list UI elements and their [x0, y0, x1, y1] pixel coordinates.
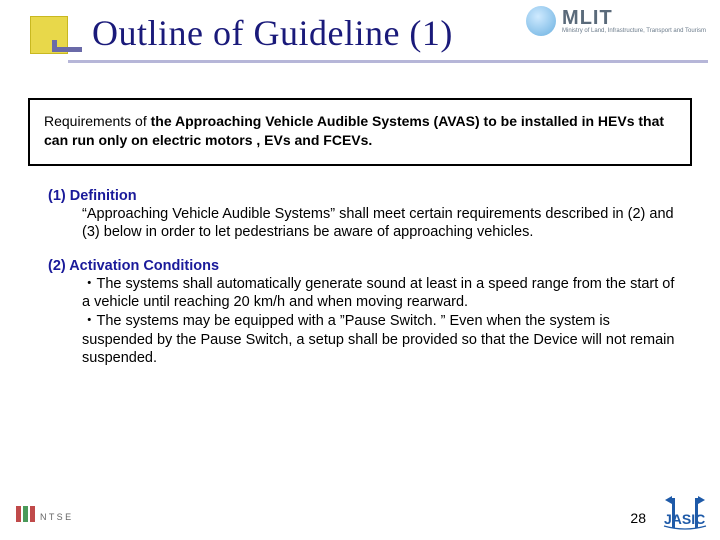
page-number: 28 [630, 510, 646, 526]
sections: (1) Definition “Approaching Vehicle Audi… [48, 188, 684, 368]
jasic-logo: JASIC [662, 494, 708, 532]
section-heading: (2) Activation Conditions [48, 258, 684, 274]
requirements-text: Requirements of the Approaching Vehicle … [44, 112, 676, 150]
section-activation-conditions: (2) Activation Conditions ・The systems s… [48, 258, 684, 368]
section-body: “Approaching Vehicle Audible Systems” sh… [48, 205, 684, 242]
requirements-box: Requirements of the Approaching Vehicle … [28, 98, 692, 166]
requirements-prefix: Requirements of [44, 113, 151, 129]
svg-text:JASIC: JASIC [664, 511, 705, 527]
page-title: Outline of Guideline (1) [30, 10, 720, 54]
section-body: ・The systems shall automatically generat… [48, 275, 684, 368]
section-heading: (1) Definition [48, 188, 684, 204]
title-underline [68, 60, 708, 63]
svg-text:N T S E L: N T S E L [40, 512, 74, 522]
section-definition: (1) Definition “Approaching Vehicle Audi… [48, 188, 684, 242]
ntsel-logo: N T S E L [14, 500, 74, 528]
